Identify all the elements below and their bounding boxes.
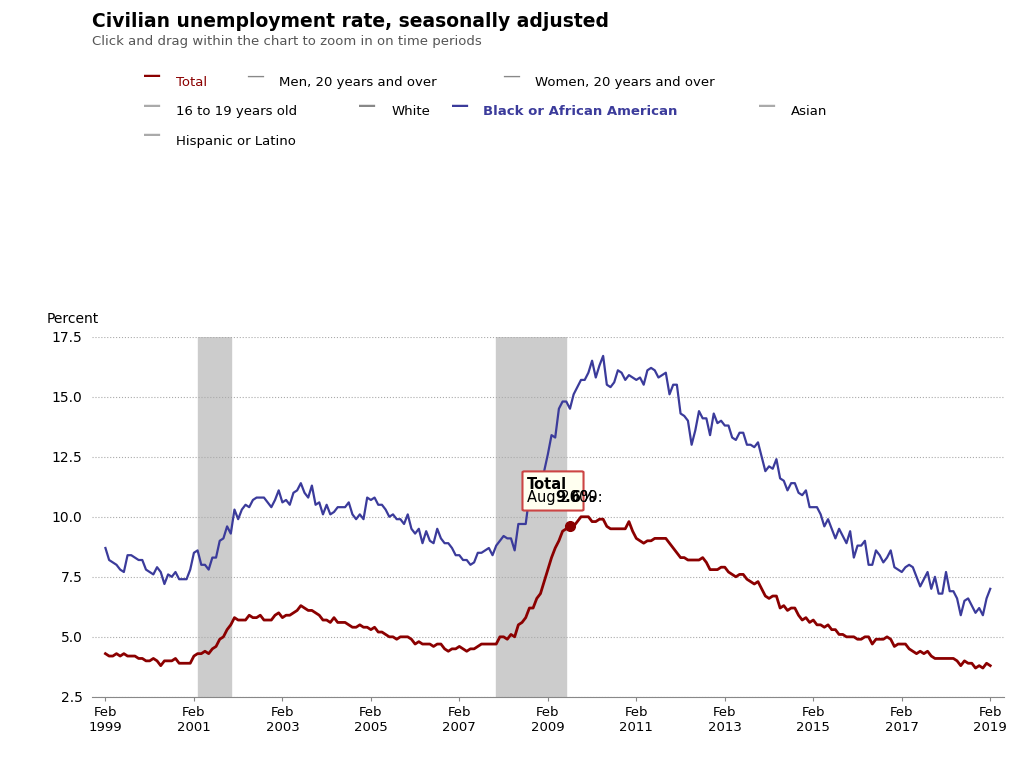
Text: Men, 20 years and over: Men, 20 years and over <box>279 76 436 88</box>
Text: —: — <box>358 97 377 114</box>
Bar <box>497 337 566 697</box>
Text: Aug 2009:: Aug 2009: <box>527 489 607 505</box>
Text: Black or African American: Black or African American <box>483 106 678 118</box>
Text: Total: Total <box>527 477 567 492</box>
Text: —: — <box>143 127 162 144</box>
Text: White: White <box>391 106 430 118</box>
Text: Click and drag within the chart to zoom in on time periods: Click and drag within the chart to zoom … <box>92 35 482 49</box>
Text: —: — <box>451 97 469 114</box>
Text: Asian: Asian <box>791 106 827 118</box>
Text: —: — <box>246 67 264 85</box>
Bar <box>198 337 231 697</box>
Text: —: — <box>502 67 520 85</box>
Text: Hispanic or Latino: Hispanic or Latino <box>176 135 296 148</box>
Text: Women, 20 years and over: Women, 20 years and over <box>535 76 714 88</box>
Text: —: — <box>758 97 776 114</box>
Text: 9.6%: 9.6% <box>555 489 596 505</box>
Text: 16 to 19 years old: 16 to 19 years old <box>176 106 297 118</box>
FancyBboxPatch shape <box>522 471 584 511</box>
Text: Total: Total <box>176 76 207 88</box>
Text: —: — <box>143 67 162 85</box>
Text: —: — <box>143 97 162 114</box>
Text: Percent: Percent <box>46 312 99 326</box>
Text: Civilian unemployment rate, seasonally adjusted: Civilian unemployment rate, seasonally a… <box>92 12 609 31</box>
